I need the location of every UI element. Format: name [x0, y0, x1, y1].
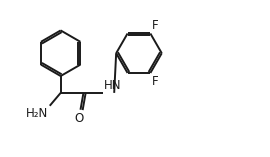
Text: H₂N: H₂N: [26, 107, 48, 120]
Text: F: F: [152, 19, 159, 32]
Text: O: O: [75, 112, 84, 125]
Text: HN: HN: [104, 79, 122, 92]
Text: F: F: [152, 75, 159, 88]
